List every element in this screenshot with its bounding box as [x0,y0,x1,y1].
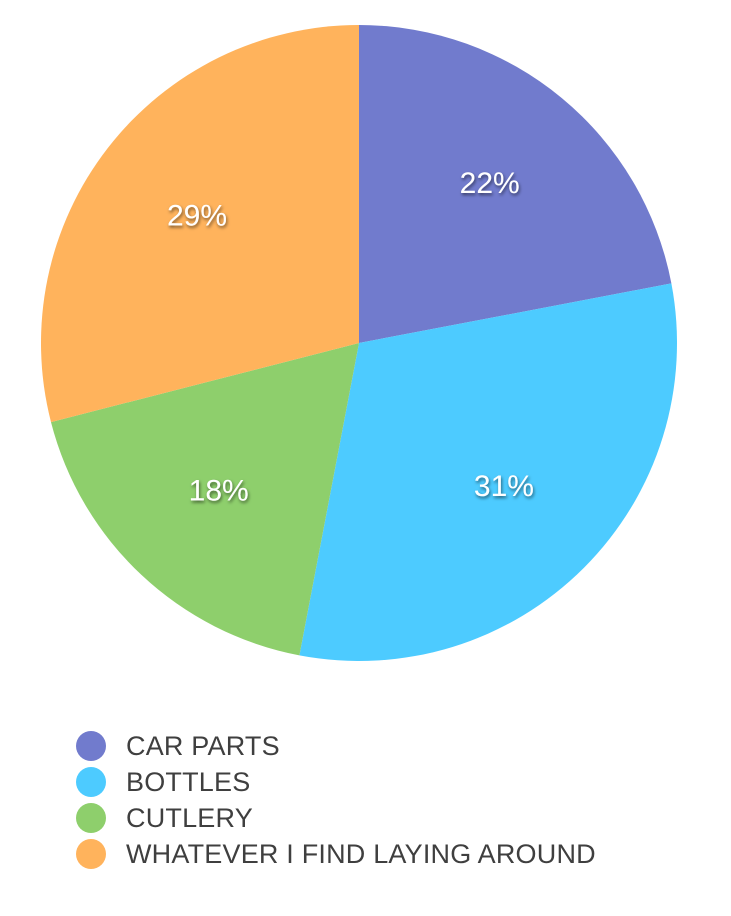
pie-slice-label-car-parts: 22% [460,167,520,200]
legend-item-whatever-i-find-laying-around: WHATEVER I FIND LAYING AROUND [76,836,596,872]
pie-data-labels: 22% 31% 18% 29% [167,167,534,507]
pie-slice-whatever-i-find-laying-around [41,25,360,423]
legend-item-car-parts: CAR PARTS [76,728,596,764]
legend-label-bottles: BOTTLES [126,766,251,797]
legend: CAR PARTS BOTTLES CUTLERY WHATEVER I FIND L… [76,728,596,872]
legend-item-bottles: BOTTLES [76,764,596,800]
legend-swatch-bottles [76,767,106,797]
pie-chart: 22% 31% 18% 29% [41,25,678,662]
legend-label-whatever-i-find-laying-around: WHATEVER I FIND LAYING AROUND [126,838,596,869]
pie-slice-cutlery [50,343,360,656]
pie-slice-label-cutlery: 18% [189,474,249,507]
legend-swatch-whatever-i-find-laying-around [76,839,106,869]
legend-swatch-cutlery [76,803,106,833]
legend-item-cutlery: CUTLERY [76,800,596,836]
legend-swatch-car-parts [76,731,106,761]
legend-label-cutlery: CUTLERY [126,802,253,833]
pie-slice-car-parts [359,25,672,343]
pie-slices [41,25,678,662]
pie-slice-label-whatever-i-find-laying-around: 29% [167,199,227,232]
legend-label-car-parts: CAR PARTS [126,730,280,761]
pie-slice-label-bottles: 31% [474,470,534,503]
pie-slice-bottles [299,283,678,662]
